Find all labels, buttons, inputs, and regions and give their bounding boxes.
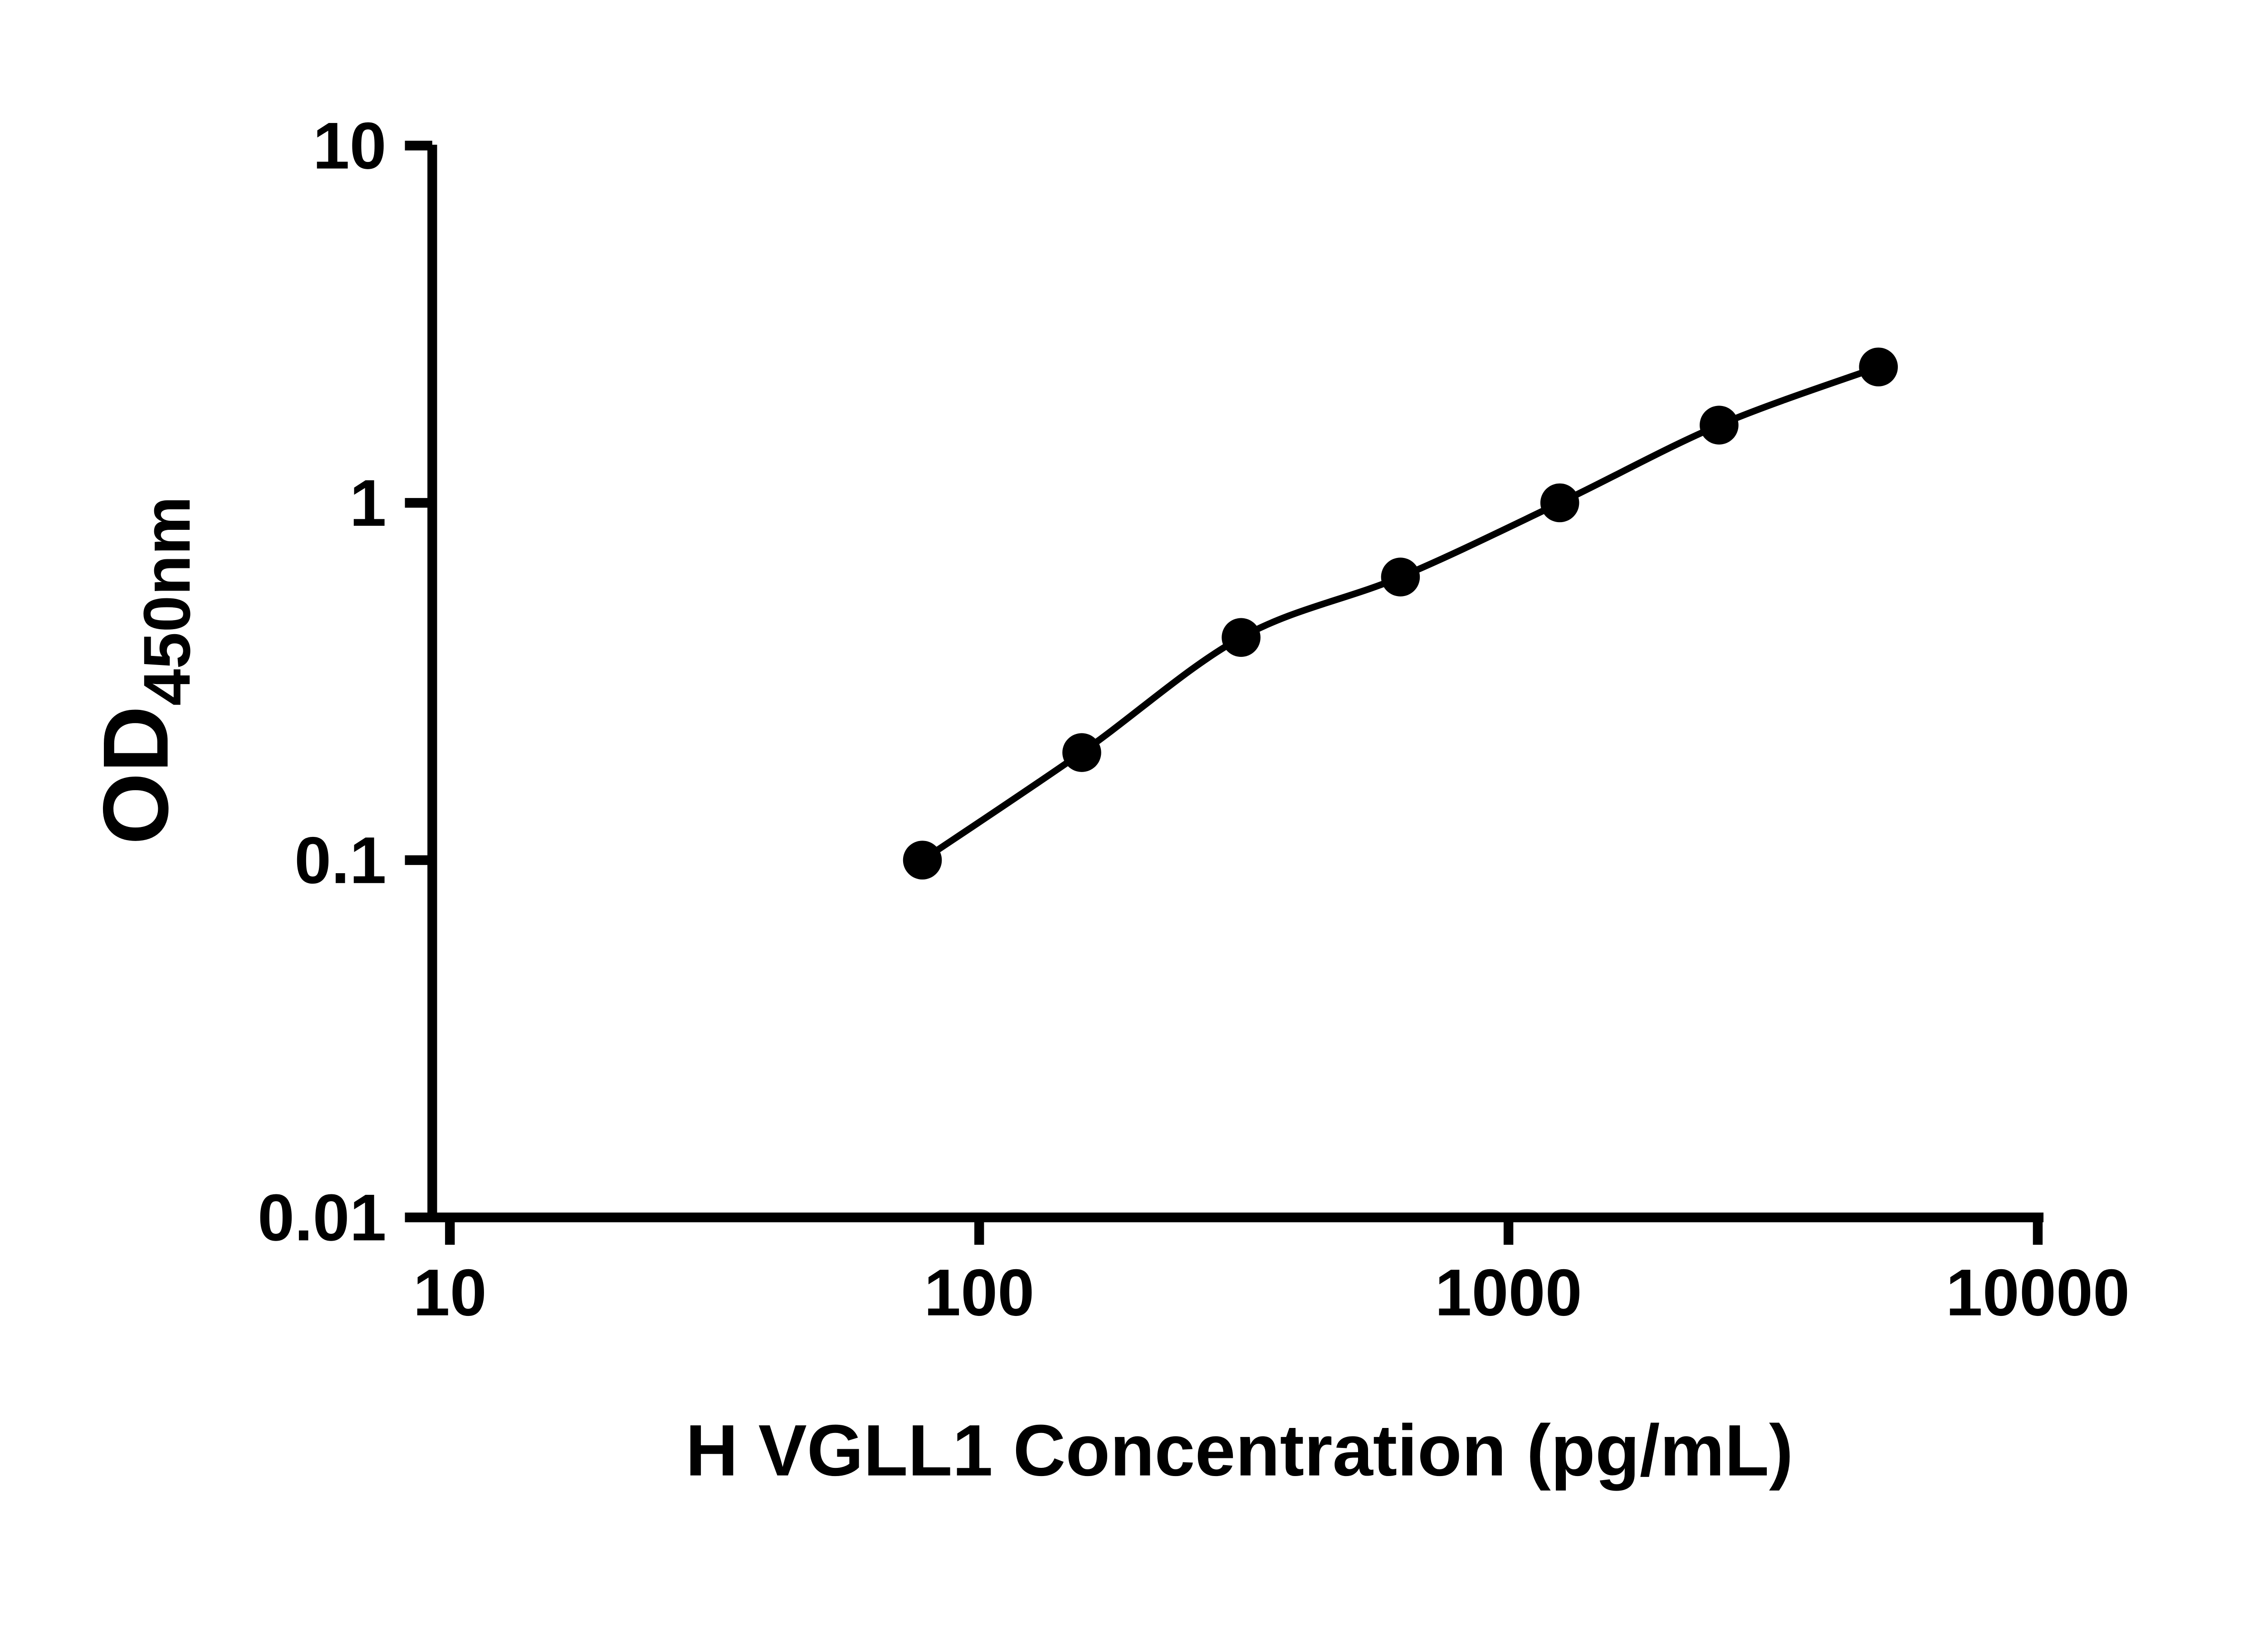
x-tick-label: 1000 xyxy=(1435,1256,1582,1330)
y-tick-label: 0.01 xyxy=(258,1180,386,1254)
data-point xyxy=(1859,347,1898,386)
x-tick-label: 10000 xyxy=(1946,1256,2130,1330)
fit-line xyxy=(920,364,1880,863)
page: 10 100 1000 10000 0.01 0.1 1 10 H VGLL1 Concent… xyxy=(84,108,2130,1491)
y-axis-title-sub: 450nm xyxy=(130,496,204,706)
data-point xyxy=(1700,406,1739,445)
y-axis-title-main: OD xyxy=(84,706,188,845)
data-point xyxy=(1222,618,1261,657)
x-tick-label: 100 xyxy=(924,1256,1034,1330)
y-tick-label: 0.1 xyxy=(294,823,386,897)
plot-area: 10 100 1000 10000 0.01 0.1 1 10 xyxy=(258,108,2130,1329)
data-point xyxy=(1381,557,1420,596)
x-axis-title: H VGLL1 Concentration (pg/mL) xyxy=(685,1410,1793,1491)
data-point xyxy=(903,841,942,880)
y-tick-label: 10 xyxy=(313,108,386,182)
y-tick-label: 1 xyxy=(350,466,386,540)
elisa-standard-curve-figure: 10 100 1000 10000 0.01 0.1 1 10 H VGLL1 Concent… xyxy=(84,108,2130,1491)
y-axis-title: OD450nm xyxy=(84,496,204,845)
data-point xyxy=(1062,733,1101,772)
chart-canvas: 10 100 1000 10000 0.01 0.1 1 10 H VGLL1 Concent… xyxy=(84,108,2130,1491)
x-tick-label: 10 xyxy=(413,1256,487,1330)
data-point xyxy=(1540,483,1579,523)
